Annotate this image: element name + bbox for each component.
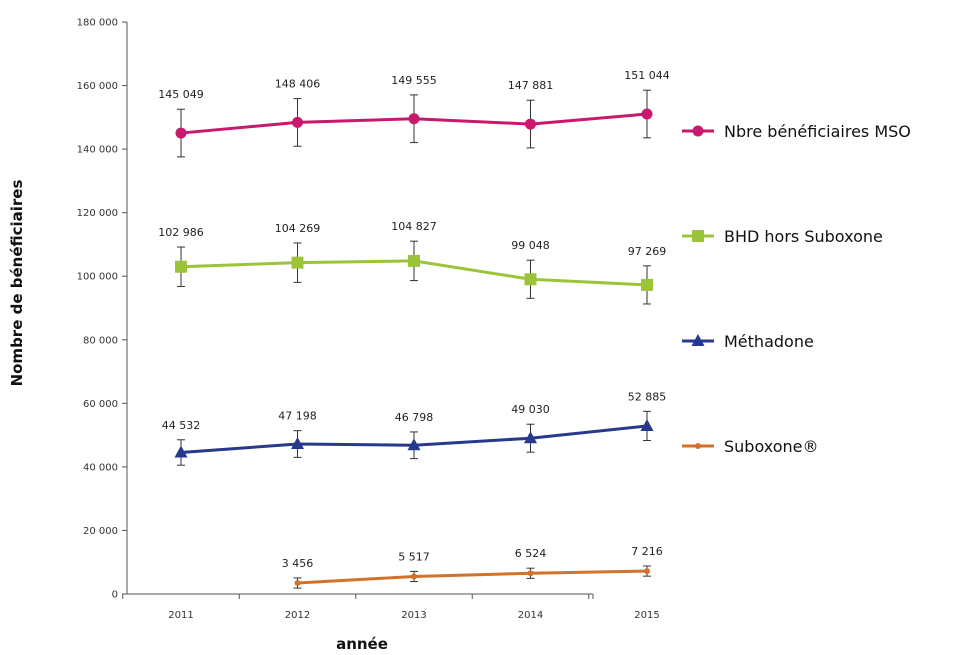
y-axis-title: Nombre de bénéficiaires xyxy=(8,180,26,387)
data-label: 147 881 xyxy=(508,79,554,92)
legend-label: Nbre bénéficiaires MSO xyxy=(724,122,911,141)
legend-item: Nbre bénéficiaires MSO xyxy=(682,122,911,141)
data-point xyxy=(641,278,653,291)
legend-item: BHD hors Suboxone xyxy=(682,227,883,246)
axes xyxy=(126,22,593,595)
data-point xyxy=(524,431,537,444)
x-tick-label: 2013 xyxy=(401,610,426,621)
series-triangle: 44 532 47 198 46 798 49 030 52 885 xyxy=(162,390,667,466)
data-point xyxy=(641,108,653,120)
series-layer: 145 049 148 406 149 555 147 881 151 044 102 9… xyxy=(158,69,670,589)
series-square: 102 986 104 269 104 827 99 048 97 269 xyxy=(158,220,667,305)
data-point xyxy=(291,256,304,269)
y-tick-label: 80 000 xyxy=(83,335,118,346)
data-label: 5 517 xyxy=(398,550,430,563)
y-tick-label: 120 000 xyxy=(77,208,118,219)
data-label: 97 269 xyxy=(628,245,667,258)
data-point xyxy=(174,445,188,458)
y-tick-label: 20 000 xyxy=(83,526,118,537)
y-tick-label: 140 000 xyxy=(77,145,118,156)
legend-label: Méthadone xyxy=(724,332,814,351)
series-line xyxy=(297,569,648,585)
data-label: 104 269 xyxy=(275,222,321,235)
y-tick-label: 160 000 xyxy=(77,81,118,92)
data-label: 149 555 xyxy=(391,74,437,87)
data-point xyxy=(291,437,304,450)
data-point xyxy=(175,260,187,273)
data-point xyxy=(695,443,701,449)
data-label: 46 798 xyxy=(395,411,434,424)
legend-label: Suboxone® xyxy=(724,437,819,456)
data-point xyxy=(292,116,303,128)
data-point xyxy=(644,568,650,575)
data-point xyxy=(692,125,704,137)
x-ticks: 2011 2012 2013 2014 2015 xyxy=(122,594,660,621)
y-ticks: 0 20 000 40 000 60 000 80 000 100 000 120 000 1… xyxy=(77,18,127,601)
legend: Nbre bénéficiaires MSO BHD hors Suboxone M… xyxy=(682,122,911,456)
data-label: 49 030 xyxy=(511,403,550,416)
data-label: 7 216 xyxy=(631,545,663,558)
x-axis-title: année xyxy=(336,635,388,653)
y-tick-label: 40 000 xyxy=(83,462,118,473)
data-point xyxy=(408,254,420,267)
data-point xyxy=(527,570,534,577)
data-point xyxy=(294,580,301,587)
x-tick-label: 2011 xyxy=(168,610,193,621)
x-tick-label: 2012 xyxy=(285,610,310,621)
data-label: 6 524 xyxy=(515,547,547,560)
legend-item: Suboxone® xyxy=(682,437,819,456)
data-label: 3 456 xyxy=(282,557,314,570)
data-label: 47 198 xyxy=(278,410,317,423)
series-dot: 3 456 5 517 6 524 7 216 xyxy=(282,545,663,589)
data-point xyxy=(524,273,537,286)
data-label: 99 048 xyxy=(511,239,550,252)
data-label: 104 827 xyxy=(391,220,437,233)
data-point xyxy=(692,230,704,242)
y-tick-label: 100 000 xyxy=(77,272,118,283)
data-label: 52 885 xyxy=(628,390,667,403)
data-label: 102 986 xyxy=(158,226,204,239)
x-tick-label: 2014 xyxy=(518,610,543,621)
data-point xyxy=(411,573,417,580)
data-point xyxy=(175,127,187,139)
data-label: 151 044 xyxy=(624,69,670,82)
data-label: 145 049 xyxy=(158,88,204,101)
data-point xyxy=(640,418,654,431)
legend-item: Méthadone xyxy=(682,332,814,351)
series-circle: 145 049 148 406 149 555 147 881 151 044 xyxy=(158,69,670,158)
data-label: 148 406 xyxy=(275,78,321,91)
data-point xyxy=(407,438,421,451)
data-point xyxy=(525,118,536,130)
data-point xyxy=(408,113,420,125)
legend-label: BHD hors Suboxone xyxy=(724,227,883,246)
y-tick-label: 180 000 xyxy=(77,18,118,29)
data-label: 44 532 xyxy=(162,419,201,432)
y-tick-label: 0 xyxy=(112,590,118,601)
x-tick-label: 2015 xyxy=(634,610,659,621)
data-point xyxy=(691,334,705,346)
y-tick-label: 60 000 xyxy=(83,399,118,410)
